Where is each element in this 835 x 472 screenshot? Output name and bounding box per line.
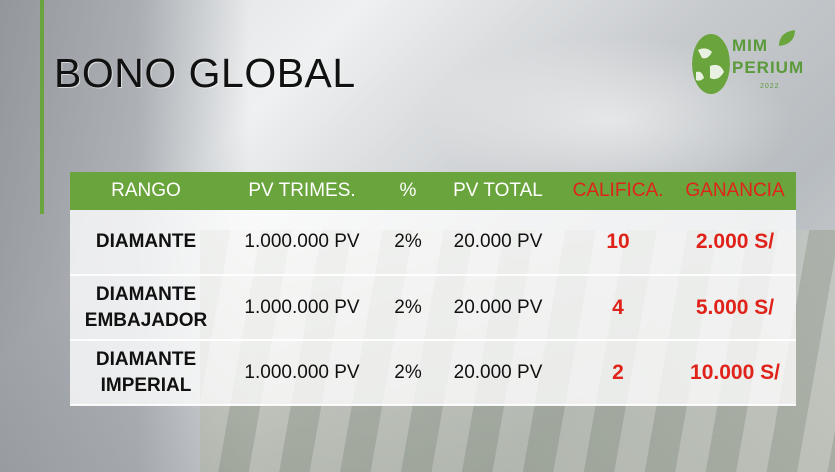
header-rango: RANGO (111, 180, 181, 201)
cell-pv-total: 20.000 PV (453, 361, 543, 383)
cell-rango: DIAMANTE IMPERIAL (70, 340, 222, 405)
cell-rango: DIAMANTE (70, 210, 222, 275)
logo-year: 2022 (760, 83, 780, 90)
cell-ganancia: 10.000 S/ (690, 360, 780, 384)
logo-text-line1: MIM (732, 36, 769, 55)
cell-pv-total: 20.000 PV (453, 231, 543, 252)
table-row: DIAMANTE 1.000.000 PV 2% 20.000 PV 10 2.… (70, 210, 796, 275)
rango-line1: DIAMANTE (95, 231, 197, 252)
table-row: DIAMANTE IMPERIAL 1.000.000 PV 2% 20.000… (70, 340, 796, 405)
rango-line2: IMPERIAL (100, 374, 192, 396)
cell-percent: 2% (394, 361, 422, 383)
bonus-table: RANGO PV TRIMES. % PV TOTAL CALIFICA. GA… (70, 172, 796, 406)
logo-text-line2: PERIUM (732, 58, 805, 77)
cell-califica: 10 (606, 230, 630, 253)
cell-pv-trimes: 1.000.000 PV (244, 361, 360, 383)
cell-pv-trimes: 1.000.000 PV (244, 231, 360, 252)
cell-califica: 2 (612, 360, 624, 384)
table-header-row: RANGO PV TRIMES. % PV TOTAL CALIFICA. GA… (70, 172, 796, 210)
rango-line2: EMBAJADOR (84, 309, 208, 331)
header-percent: % (399, 180, 417, 201)
header-pv-trimes: PV TRIMES. (248, 180, 356, 201)
cell-percent: 2% (394, 296, 422, 318)
cell-ganancia: 5.000 S/ (695, 295, 775, 319)
header-califica: CALIFICA. (572, 180, 664, 201)
header-pv-total: PV TOTAL (453, 180, 543, 201)
rango-line1: DIAMANTE (95, 283, 197, 305)
header-ganancia: GANANCIA (685, 180, 785, 201)
accent-bar (40, 0, 44, 214)
cell-pv-total: 20.000 PV (453, 296, 543, 318)
cell-ganancia: 2.000 S/ (695, 230, 775, 253)
rango-line1: DIAMANTE (95, 348, 197, 370)
leaf-icon (777, 28, 799, 48)
brand-logo: MIM PERIUM 2022 (692, 28, 805, 98)
cell-pv-trimes: 1.000.000 PV (244, 296, 360, 318)
page-title: BONO GLOBAL (54, 50, 356, 96)
cell-percent: 2% (394, 231, 422, 252)
background-money (200, 230, 835, 472)
cell-califica: 4 (612, 295, 624, 319)
cell-rango: DIAMANTE EMBAJADOR (70, 275, 222, 340)
table-row: DIAMANTE EMBAJADOR 1.000.000 PV 2% 20.00… (70, 275, 796, 340)
globe-icon (692, 32, 730, 96)
